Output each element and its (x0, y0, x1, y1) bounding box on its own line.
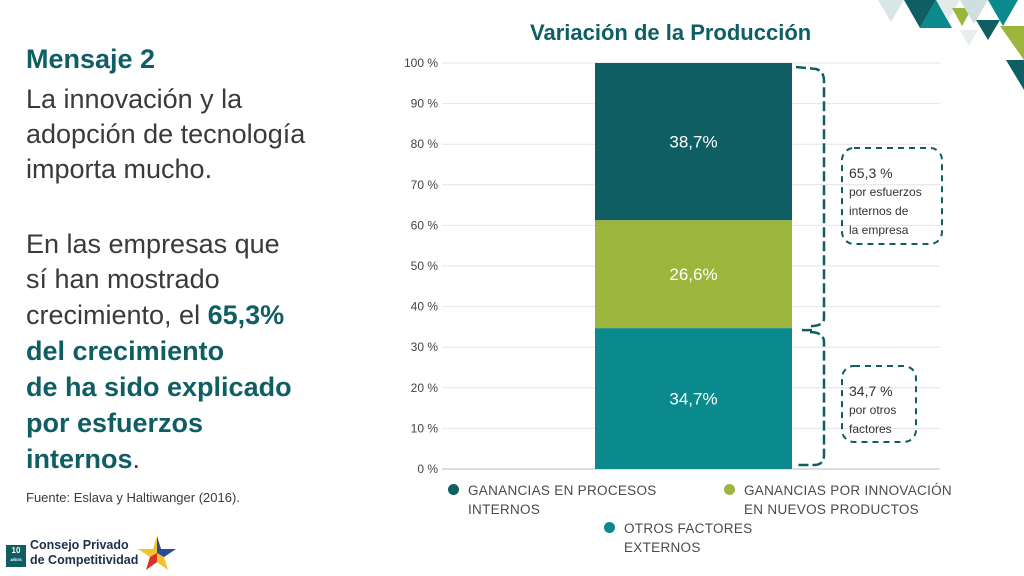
legend-text: GANANCIAS EN PROCESOS (468, 483, 657, 498)
star-logo-icon (138, 536, 176, 570)
y-tick-label: 70 % (411, 178, 439, 192)
message-bold-line: por esfuerzos (26, 408, 204, 438)
decorative-geometric-shapes (878, 0, 1024, 90)
bar-segment (595, 63, 792, 221)
message-last-line: internos. (26, 442, 140, 477)
data-label: 38,7% (669, 133, 717, 152)
message-bold-word: internos (26, 444, 133, 474)
bar-segment (595, 220, 792, 329)
annotation-percentage: 34,7 % (849, 383, 893, 399)
y-tick-label: 80 % (411, 137, 439, 151)
anniversary-badge: 10 AÑOS (6, 545, 26, 567)
annotation-percentage: 65,3 % (849, 165, 893, 181)
stacked-bar-chart: 0 % 10 % 20 % 30 % 40 % 50 % 60 % 70 % 80 % 90 % 1… (404, 56, 943, 476)
message-period: . (132, 444, 141, 474)
y-tick-label: 60 % (411, 218, 439, 232)
y-tick-label: 30 % (411, 340, 439, 354)
message-line: sí han mostrado (26, 264, 220, 294)
legend-item-externos: OTROS FACTORES EXTERNOS (624, 519, 752, 557)
legend-item-procesos: GANANCIAS EN PROCESOS INTERNOS (468, 481, 657, 519)
y-tick-label: 100 % (404, 56, 438, 70)
bar-segment (595, 328, 792, 469)
organization-logo-text: Consejo Privado de Competitividad (30, 538, 138, 568)
annotation-box-external (841, 365, 917, 443)
legend-text: GANANCIAS POR INNOVACIÓN (744, 483, 952, 498)
data-label: 26,6% (669, 265, 717, 284)
y-tick-label: 20 % (411, 381, 439, 395)
badge-number: 10 (11, 546, 21, 555)
message-text: crecimiento, el (26, 300, 208, 330)
message-line-mixed: crecimiento, el 65,3% (26, 298, 284, 333)
annotation-text: factores (849, 422, 892, 436)
annotation-text: por esfuerzos (849, 185, 922, 199)
annotation-text: por otros (849, 403, 896, 417)
message-line: En las empresas que (26, 229, 280, 259)
message-title: Mensaje 2 (26, 44, 156, 74)
y-tick-label: 90 % (411, 97, 439, 111)
annotation-box-internal (841, 147, 943, 245)
legend-text: EN NUEVOS PRODUCTOS (744, 502, 919, 517)
bracket-lower (798, 330, 826, 467)
y-tick-label: 50 % (411, 259, 439, 273)
message-bold-line: del crecimiento (26, 336, 225, 366)
logo-line: Consejo Privado (30, 538, 129, 552)
y-tick-label: 0 % (417, 462, 438, 476)
legend-dot-procesos (448, 484, 459, 495)
legend-text: OTROS FACTORES (624, 521, 753, 536)
legend-item-innovacion: GANANCIAS POR INNOVACIÓN EN NUEVOS PRODU… (744, 481, 952, 519)
source-citation: Fuente: Eslava y Haltiwanger (2016). (26, 490, 240, 505)
data-label: 34,7% (669, 390, 717, 409)
message-line: La innovación y la (26, 84, 243, 114)
logo-line: de Competitividad (30, 553, 139, 567)
bracket-upper (795, 65, 826, 328)
legend-text: EXTERNOS (624, 540, 701, 555)
legend-dot-externos (604, 522, 615, 533)
legend-dot-innovacion (724, 484, 735, 495)
message-line: importa mucho. (26, 154, 213, 184)
y-tick-label: 40 % (411, 300, 439, 314)
highlight-percentage: 65,3% (207, 300, 285, 330)
legend-text: INTERNOS (468, 502, 541, 517)
message-line: adopción de tecnología (26, 119, 306, 149)
chart-title: Variación de la Producción (530, 20, 812, 45)
y-tick-label: 10 % (411, 421, 439, 435)
annotation-text: la empresa (849, 223, 909, 237)
message-bold-line: de ha sido explicado (26, 372, 292, 402)
annotation-text: internos de (849, 204, 909, 218)
badge-subtext: AÑOS (10, 557, 22, 562)
